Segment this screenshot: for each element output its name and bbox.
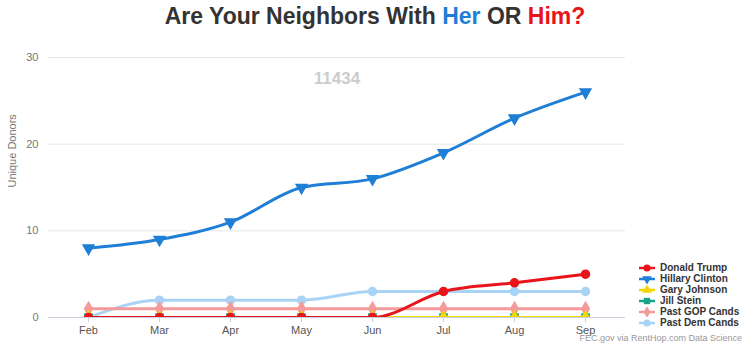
html-text:Jill Stein: Jill Stein (660, 295, 702, 306)
svg-text:10: 10 (26, 224, 38, 236)
html-text:FEC.gov via RentHop.com Data S: FEC.gov via RentHop.com Data Science (579, 333, 742, 343)
svg-text:11434: 11434 (314, 69, 361, 88)
svg-text:0: 0 (32, 311, 38, 323)
html-text:Past GOP Cands: Past GOP Cands (660, 306, 740, 317)
svg-text:Aug: Aug (505, 324, 525, 336)
svg-text:Mar: Mar (150, 324, 169, 336)
html-text:Past Dem Cands: Past Dem Cands (660, 317, 739, 328)
svg-text:May: May (291, 324, 312, 336)
svg-text:Jul: Jul (436, 324, 450, 336)
svg-text:Apr: Apr (222, 324, 239, 336)
svg-text:20: 20 (26, 138, 38, 150)
svg-text:Unique Donors: Unique Donors (6, 114, 18, 188)
html-text:Hillary Clinton: Hillary Clinton (660, 273, 728, 284)
html-text:Are Your Neighbors With Her OR: Are Your Neighbors With Her OR Him? (164, 3, 586, 29)
svg-text:30: 30 (26, 51, 38, 63)
svg-text:Feb: Feb (79, 324, 98, 336)
html-text:Gary Johnson: Gary Johnson (660, 284, 728, 295)
svg-text:Jun: Jun (364, 324, 382, 336)
html-text:Donald Trump: Donald Trump (660, 262, 728, 273)
